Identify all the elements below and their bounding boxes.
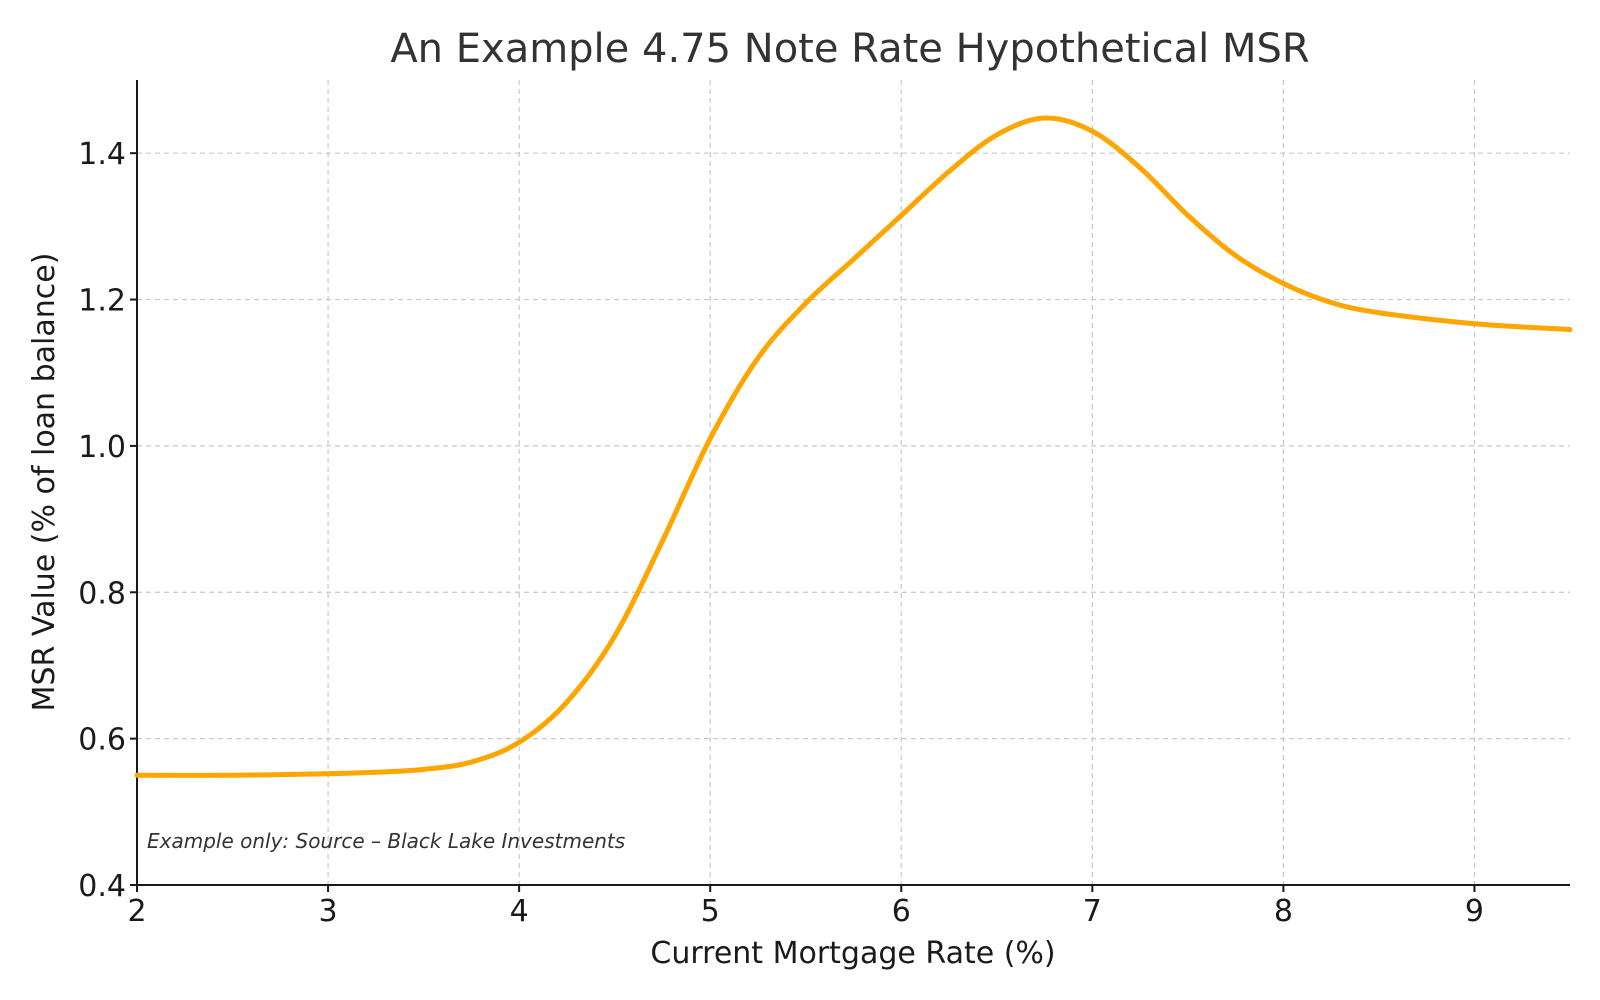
series-point: [659, 538, 665, 544]
series-point: [564, 699, 570, 705]
series-point: [516, 739, 522, 745]
x-axis-title: Current Mortgage Rate (%): [650, 936, 1055, 971]
series-line-0: [136, 115, 1571, 778]
x-tick-label: 2: [127, 894, 146, 929]
y-tick-label: 1.4: [78, 137, 126, 172]
series-point: [134, 772, 140, 778]
series-point: [1567, 327, 1573, 333]
x-tick-label: 5: [701, 894, 720, 929]
series-point: [1042, 115, 1048, 121]
series-point: [373, 769, 379, 775]
x-tick-label: 7: [1083, 894, 1102, 929]
series-point: [1471, 321, 1477, 327]
series-point: [851, 256, 856, 262]
y-tick-label: 0.6: [78, 723, 126, 758]
series-point: [1376, 310, 1382, 316]
x-tick-label: 6: [892, 894, 911, 929]
grid: [137, 80, 1570, 885]
series-point: [1137, 165, 1143, 171]
x-tick-label: 8: [1274, 894, 1293, 929]
series-point: [230, 772, 236, 778]
series-point: [803, 300, 809, 306]
series-point: [707, 436, 713, 442]
x-ticks: 2 3 4 5 6 7 8 9: [127, 885, 1484, 929]
y-ticks: 0.4 0.6 0.8 1.0 1.2 1.4: [78, 137, 137, 904]
x-tick-label: 9: [1465, 894, 1484, 929]
series-point: [1233, 253, 1239, 259]
series-point: [755, 355, 761, 361]
series-group: [134, 115, 1573, 778]
x-tick-label: 4: [510, 894, 529, 929]
series-point: [1185, 212, 1191, 218]
series-point: [946, 168, 952, 174]
series-point: [898, 212, 904, 218]
y-axis-title: MSR Value (% of loan balance): [27, 253, 62, 712]
y-tick-label: 1.0: [78, 430, 126, 465]
y-tick-label: 0.8: [78, 576, 126, 611]
series-point: [994, 132, 1000, 138]
series-point: [1328, 299, 1334, 305]
x-tick-label: 3: [319, 894, 338, 929]
series-point: [1089, 128, 1095, 134]
series-point: [612, 633, 618, 639]
series-point: [1280, 280, 1286, 286]
series-point: [468, 759, 474, 765]
series-point: [325, 771, 331, 777]
chart-title: An Example 4.75 Note Rate Hypothetical M…: [390, 26, 1309, 72]
source-annotation: Example only: Source – Black Lake Invest…: [147, 829, 625, 853]
y-tick-label: 1.2: [78, 284, 126, 319]
y-tick-label: 0.4: [78, 869, 126, 904]
axes: [136, 80, 1570, 886]
series-point: [421, 766, 427, 772]
